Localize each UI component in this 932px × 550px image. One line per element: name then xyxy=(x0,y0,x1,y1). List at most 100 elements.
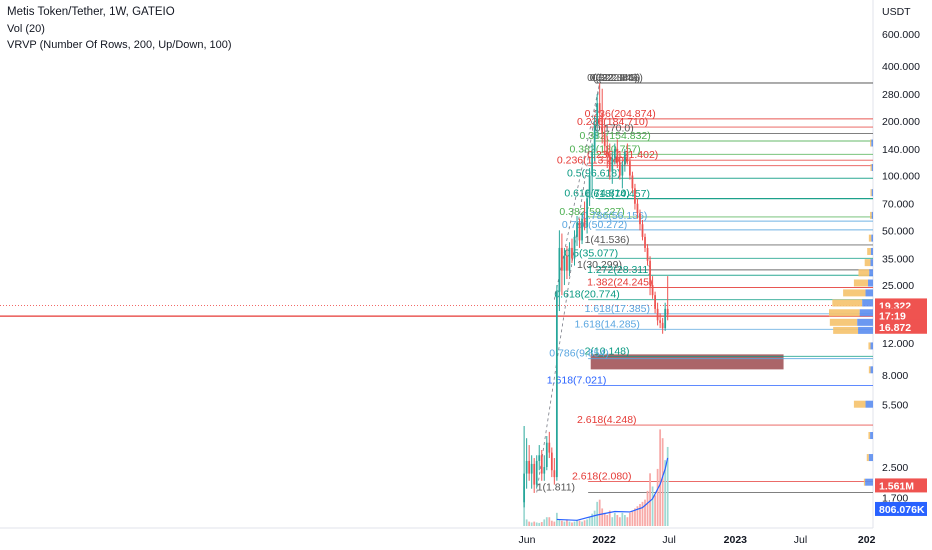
price-tag xyxy=(875,478,927,493)
candle-body xyxy=(523,473,526,503)
candle-body xyxy=(548,442,551,453)
volume-bar xyxy=(636,506,639,526)
time-tick-label: 2022 xyxy=(592,534,616,546)
vrvp-bar-up xyxy=(868,279,873,287)
price-tick-label: 140.000 xyxy=(882,144,920,156)
candle-body xyxy=(608,154,611,172)
volume-bar xyxy=(583,520,586,526)
volume-bar xyxy=(659,429,662,526)
vrvp-bar-down xyxy=(870,164,872,172)
candle-body xyxy=(659,320,662,323)
volume-bar xyxy=(538,522,541,526)
volume-bar xyxy=(553,521,556,526)
candle-body xyxy=(566,256,568,271)
price-tick-label: 400.000 xyxy=(882,61,920,73)
candle-body xyxy=(603,133,606,147)
vrvp-bar-up xyxy=(870,366,873,374)
candle-body xyxy=(598,103,601,114)
volume-bar xyxy=(639,504,641,526)
candle-body xyxy=(618,162,621,176)
candle-body xyxy=(535,460,538,485)
volume-bar xyxy=(568,521,571,526)
candle-body xyxy=(654,295,656,309)
price-tick-label: 280.000 xyxy=(882,89,920,101)
volume-bar xyxy=(626,517,629,526)
candle-body xyxy=(651,285,654,296)
vrvp-bar-down xyxy=(868,234,872,242)
fib-level-label: 0.786(50.272) xyxy=(562,219,627,231)
candle-body xyxy=(545,442,548,467)
candle-body xyxy=(528,460,531,474)
vrvp-bar-down xyxy=(829,309,860,317)
candle-body xyxy=(555,291,558,478)
volume-bar xyxy=(581,521,583,526)
symbol-title[interactable]: Metis Token/Tether, 1W, GATEIO xyxy=(7,6,175,18)
candle-body xyxy=(634,188,636,204)
candle-body xyxy=(561,247,563,271)
candle-body xyxy=(666,308,669,315)
candle-body xyxy=(623,151,626,165)
vrvp-bar-down xyxy=(870,211,872,219)
candle-body xyxy=(571,247,573,259)
fib-level-label: 1(30.299) xyxy=(577,259,622,271)
candle-body xyxy=(540,455,543,474)
price-tick-label: 12.000 xyxy=(882,338,914,350)
candle-body xyxy=(616,148,619,163)
vrvp-bar-up xyxy=(865,478,873,486)
volume-bar xyxy=(661,438,664,526)
candle-body xyxy=(641,224,644,237)
candle-body xyxy=(593,124,596,152)
vrvp-bar-up xyxy=(868,454,873,462)
vrvp-bar-down xyxy=(843,289,866,297)
vrvp-bar-up xyxy=(865,289,873,297)
volume-bar xyxy=(566,519,568,526)
fib-level-label: 0.382(154.832) xyxy=(580,130,651,142)
candle-body xyxy=(563,256,566,271)
fib-level-label: 0.382(59.227) xyxy=(559,206,624,218)
candle-body xyxy=(578,222,581,241)
vrvp-bar-down xyxy=(853,279,869,287)
fib-level-label: 0.618(74.457) xyxy=(585,188,650,200)
volume-bar xyxy=(646,490,649,526)
candle-body xyxy=(649,260,651,286)
candle-body xyxy=(591,151,594,176)
vrvp-bar-up xyxy=(871,211,873,219)
fib-level-label: 0.5(35.077) xyxy=(564,247,618,259)
vrvp-bar-up xyxy=(871,139,873,147)
vrvp-bar-down xyxy=(868,342,871,350)
volume-bar xyxy=(586,519,588,526)
fib-level-label: 0(322.846) xyxy=(592,72,643,84)
volume-bar xyxy=(573,521,576,526)
vrvp-indicator-label[interactable]: VRVP (Number Of Rows, 200, Up/Down, 100) xyxy=(7,39,232,51)
candle-body xyxy=(581,218,583,241)
fib-level-label: 0(322.846) xyxy=(587,72,638,84)
vrvp-bar-up xyxy=(870,247,873,255)
volume-bar xyxy=(588,517,591,526)
volume-bar xyxy=(528,521,531,526)
volume-bar xyxy=(603,512,606,526)
candle-body xyxy=(639,213,641,225)
fib-level-label: 2.618(2.080) xyxy=(572,471,632,483)
fib-level-label: 2(10.148) xyxy=(585,345,630,357)
candle-body xyxy=(576,222,578,237)
volume-bar xyxy=(608,510,611,526)
volume-bar xyxy=(616,515,619,526)
volume-bar xyxy=(530,522,533,526)
price-tick-label: 100.000 xyxy=(882,171,920,183)
candle-body xyxy=(656,308,659,321)
volume-indicator-label[interactable]: Vol (20) xyxy=(7,23,45,35)
volume-bar xyxy=(631,510,634,526)
price-tick-label: 50.000 xyxy=(882,225,914,237)
fib-level-label: 1(41.536) xyxy=(585,234,630,246)
fib-level-label: 0.786(56.156) xyxy=(582,210,647,222)
volume-bar xyxy=(593,510,596,526)
price-axis-unit: USDT xyxy=(882,6,911,18)
volume-bar xyxy=(561,520,563,526)
volume-bar xyxy=(664,460,667,526)
vrvp-bar-down xyxy=(870,139,872,147)
volume-bar xyxy=(623,515,626,526)
price-tick-label: 25.000 xyxy=(882,280,914,292)
volume-bar xyxy=(578,520,581,526)
